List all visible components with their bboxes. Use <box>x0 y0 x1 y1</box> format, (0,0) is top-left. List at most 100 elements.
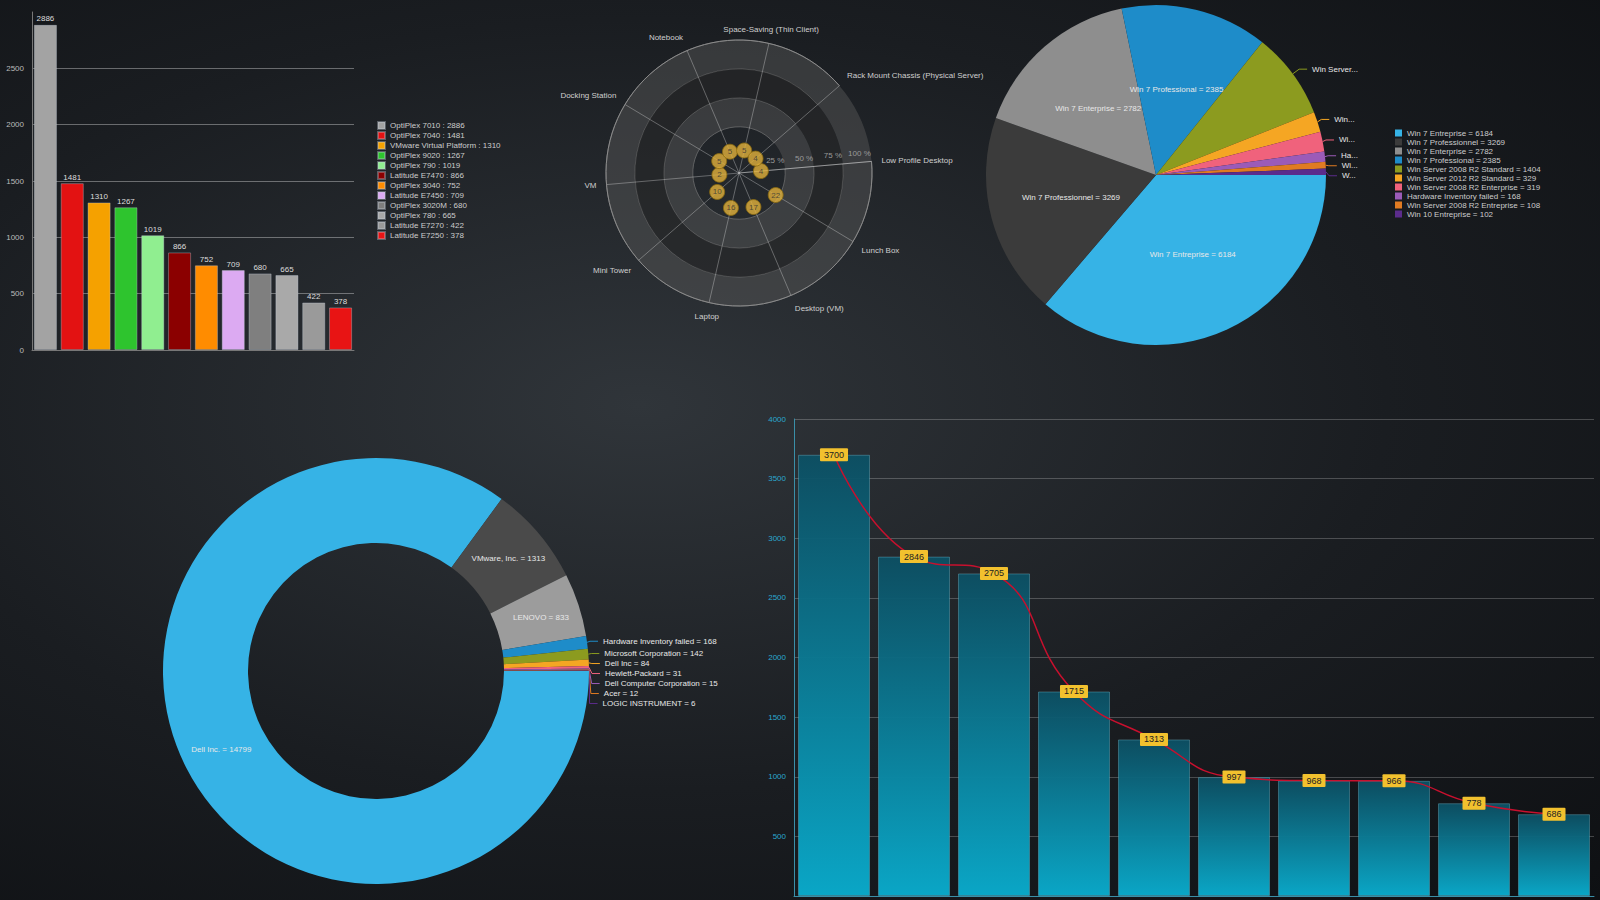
svg-text:Latitude E7250 : 378: Latitude E7250 : 378 <box>390 231 464 240</box>
svg-text:1500: 1500 <box>6 177 24 186</box>
svg-text:VMware, Inc. = 1313: VMware, Inc. = 1313 <box>472 554 546 563</box>
svg-text:1019: 1019 <box>144 225 162 234</box>
svg-text:OptiPlex 790 : 1019: OptiPlex 790 : 1019 <box>390 161 461 170</box>
svg-text:16: 16 <box>726 203 735 212</box>
svg-text:5: 5 <box>717 157 722 166</box>
svg-text:Win 7 Enterprise = 2782: Win 7 Enterprise = 2782 <box>1055 104 1142 113</box>
svg-text:Space-Saving (Thin Client): Space-Saving (Thin Client) <box>723 25 819 34</box>
svg-text:3000: 3000 <box>768 534 786 543</box>
svg-text:680: 680 <box>253 263 267 272</box>
svg-text:Desktop (VM): Desktop (VM) <box>795 304 844 313</box>
svg-text:2: 2 <box>717 170 722 179</box>
svg-text:Win Server...: Win Server... <box>1312 65 1358 74</box>
svg-text:4000: 4000 <box>768 415 786 424</box>
svg-text:2500: 2500 <box>6 64 24 73</box>
svg-text:Win 10 Entreprise = 102: Win 10 Entreprise = 102 <box>1407 210 1494 219</box>
svg-text:778: 778 <box>1466 798 1481 808</box>
svg-text:Notebook: Notebook <box>649 33 684 42</box>
svg-text:Win 7 Professional = 2385: Win 7 Professional = 2385 <box>1130 85 1224 94</box>
svg-text:22: 22 <box>771 191 780 200</box>
svg-text:3500: 3500 <box>768 474 786 483</box>
svg-text:752: 752 <box>200 255 214 264</box>
svg-text:Hardware Inventory failed = 16: Hardware Inventory failed = 168 <box>1407 192 1521 201</box>
svg-text:Wi...: Wi... <box>1342 161 1358 170</box>
svg-text:Win Server 2012 R2 Standard =: Win Server 2012 R2 Standard = 329 <box>1407 174 1537 183</box>
svg-text:Latitude E7270 : 422: Latitude E7270 : 422 <box>390 221 464 230</box>
svg-text:25 %: 25 % <box>766 156 784 165</box>
svg-text:Win Server 2008 R2 Standard =: Win Server 2008 R2 Standard = 1404 <box>1407 165 1541 174</box>
svg-text:Win 7 Enterprise = 2782: Win 7 Enterprise = 2782 <box>1407 147 1494 156</box>
svg-text:665: 665 <box>280 265 294 274</box>
svg-text:Wi...: Wi... <box>1339 135 1355 144</box>
svg-text:Dell Inc. = 14799: Dell Inc. = 14799 <box>191 745 252 754</box>
svg-text:Dell Computer Corporation = 15: Dell Computer Corporation = 15 <box>605 679 719 688</box>
svg-text:Mini Tower: Mini Tower <box>593 266 631 275</box>
svg-text:Rack Mount Chassis (Physical S: Rack Mount Chassis (Physical Server) <box>847 71 984 80</box>
svg-text:OptiPlex 7010 : 2886: OptiPlex 7010 : 2886 <box>390 121 465 130</box>
svg-text:3700: 3700 <box>824 450 844 460</box>
svg-text:1000: 1000 <box>768 772 786 781</box>
svg-text:1500: 1500 <box>768 713 786 722</box>
svg-text:Ha...: Ha... <box>1341 151 1358 160</box>
svg-text:Hardware Inventory failed = 16: Hardware Inventory failed = 168 <box>603 637 717 646</box>
svg-text:75 %: 75 % <box>824 151 842 160</box>
svg-text:17: 17 <box>749 203 758 212</box>
svg-text:OptiPlex 7040 : 1481: OptiPlex 7040 : 1481 <box>390 131 465 140</box>
svg-text:Latitude E7470 : 866: Latitude E7470 : 866 <box>390 171 464 180</box>
svg-text:422: 422 <box>307 292 321 301</box>
svg-text:997: 997 <box>1226 772 1241 782</box>
svg-text:VM: VM <box>585 181 597 190</box>
svg-text:10: 10 <box>713 187 722 196</box>
svg-text:1000: 1000 <box>6 233 24 242</box>
svg-text:Win Server 2008 R2 Entreprise: Win Server 2008 R2 Entreprise = 108 <box>1407 201 1541 210</box>
svg-text:500: 500 <box>11 289 25 298</box>
svg-text:2000: 2000 <box>768 653 786 662</box>
svg-text:OptiPlex 9020 : 1267: OptiPlex 9020 : 1267 <box>390 151 465 160</box>
svg-text:4: 4 <box>759 167 764 176</box>
svg-text:2500: 2500 <box>768 593 786 602</box>
svg-text:100 %: 100 % <box>848 149 871 158</box>
svg-text:Win...: Win... <box>1334 115 1354 124</box>
svg-text:50 %: 50 % <box>795 154 813 163</box>
svg-text:Acer = 12: Acer = 12 <box>604 689 639 698</box>
svg-text:2705: 2705 <box>984 568 1004 578</box>
svg-text:Microsoft Corporation = 142: Microsoft Corporation = 142 <box>604 649 703 658</box>
svg-text:378: 378 <box>334 297 348 306</box>
svg-text:1481: 1481 <box>63 173 81 182</box>
svg-text:1313: 1313 <box>1144 734 1164 744</box>
svg-text:Win 7 Entreprise = 6184: Win 7 Entreprise = 6184 <box>1150 250 1237 259</box>
svg-text:1310: 1310 <box>90 192 108 201</box>
svg-text:0: 0 <box>20 346 25 355</box>
svg-text:W...: W... <box>1342 171 1356 180</box>
svg-text:5: 5 <box>728 147 733 156</box>
svg-text:966: 966 <box>1386 776 1401 786</box>
svg-text:Win 7 Professional = 2385: Win 7 Professional = 2385 <box>1407 156 1501 165</box>
svg-text:Latitude E7450 : 709: Latitude E7450 : 709 <box>390 191 464 200</box>
svg-text:LENOVO = 833: LENOVO = 833 <box>513 613 569 622</box>
svg-text:1715: 1715 <box>1064 686 1084 696</box>
svg-text:2000: 2000 <box>6 120 24 129</box>
svg-text:Lunch Box: Lunch Box <box>862 246 900 255</box>
svg-text:Hewlett-Packard = 31: Hewlett-Packard = 31 <box>605 669 682 678</box>
svg-text:866: 866 <box>173 242 187 251</box>
svg-text:LOGIC INSTRUMENT = 6: LOGIC INSTRUMENT = 6 <box>603 699 697 708</box>
svg-text:Win Server 2008 R2 Enterprise: Win Server 2008 R2 Enterprise = 319 <box>1407 183 1541 192</box>
svg-text:VMware Virtual Platform : 1310: VMware Virtual Platform : 1310 <box>390 141 501 150</box>
svg-text:Laptop: Laptop <box>695 312 720 321</box>
svg-text:OptiPlex 3040 : 752: OptiPlex 3040 : 752 <box>390 181 461 190</box>
svg-text:709: 709 <box>227 260 241 269</box>
svg-text:Docking Station: Docking Station <box>560 91 616 100</box>
svg-text:OptiPlex 3020M : 680: OptiPlex 3020M : 680 <box>390 201 467 210</box>
svg-text:Low Profile Desktop: Low Profile Desktop <box>881 156 953 165</box>
svg-text:1267: 1267 <box>117 197 135 206</box>
svg-text:OptiPlex 780 : 665: OptiPlex 780 : 665 <box>390 211 456 220</box>
svg-text:Win 7 Professionnel = 3269: Win 7 Professionnel = 3269 <box>1022 193 1121 202</box>
svg-text:968: 968 <box>1306 776 1321 786</box>
svg-text:2886: 2886 <box>37 14 55 23</box>
svg-text:4: 4 <box>753 154 758 163</box>
svg-text:2846: 2846 <box>904 552 924 562</box>
svg-text:686: 686 <box>1546 809 1561 819</box>
svg-text:500: 500 <box>773 832 787 841</box>
svg-text:Win 7 Entreprise = 6184: Win 7 Entreprise = 6184 <box>1407 129 1494 138</box>
svg-text:Win 7 Professionnel = 3269: Win 7 Professionnel = 3269 <box>1407 138 1506 147</box>
